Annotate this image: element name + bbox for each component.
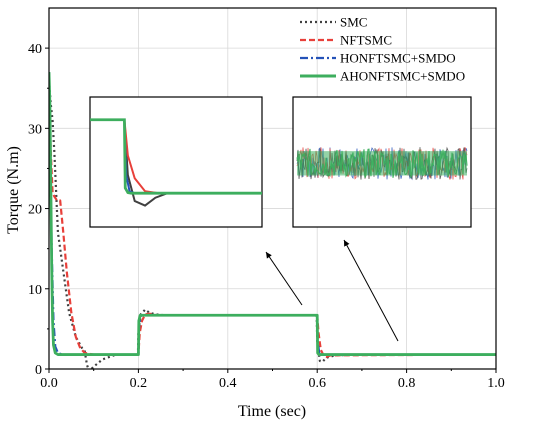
y-axis-title: Torque (N.m) [5,146,22,234]
inset-zoom-1 [89,96,263,228]
legend-label: HONFTSMC+SMDO [340,51,456,66]
y-tick-label: 30 [28,122,42,137]
legend: SMC NFTSMC HONFTSMC+SMDO AHONFTSMC+SMDO [300,15,465,84]
series-line-nftsmc [49,96,496,359]
x-axis-ticks: 0.0 0.2 0.4 0.6 0.8 1.0 [40,369,505,391]
legend-label: AHONFTSMC+SMDO [340,69,465,84]
inset-1-series-line [90,118,262,195]
inset-2-band-core [297,151,467,176]
arrow-to-inset-1 [265,251,303,306]
y-tick-label: 40 [28,42,42,57]
inset-1-lines [90,118,262,207]
zoom-arrows [265,239,399,342]
x-tick-label: 0.2 [130,376,148,391]
x-tick-label: 0.0 [40,376,58,391]
arrow-to-inset-2 [343,239,399,342]
inset-2-noise-band [296,146,468,181]
legend-label: NFTSMC [340,33,392,48]
y-tick-label: 20 [28,203,42,218]
x-tick-label: 1.0 [487,376,505,391]
inset-zoom-2 [292,96,472,228]
x-tick-label: 0.4 [219,376,237,391]
series-line-ahonftsmc-smdo [49,72,496,356]
series-layer [49,72,496,369]
x-tick-label: 0.6 [308,376,326,391]
y-tick-label: 10 [28,283,42,298]
y-tick-label: 0 [35,363,42,378]
inset-1-frame [89,96,263,228]
x-axis-title: Time (sec) [238,403,306,420]
y-axis-ticks: 0 10 20 30 40 [28,42,49,378]
legend-label: SMC [340,15,367,30]
x-tick-label: 0.8 [398,376,416,391]
